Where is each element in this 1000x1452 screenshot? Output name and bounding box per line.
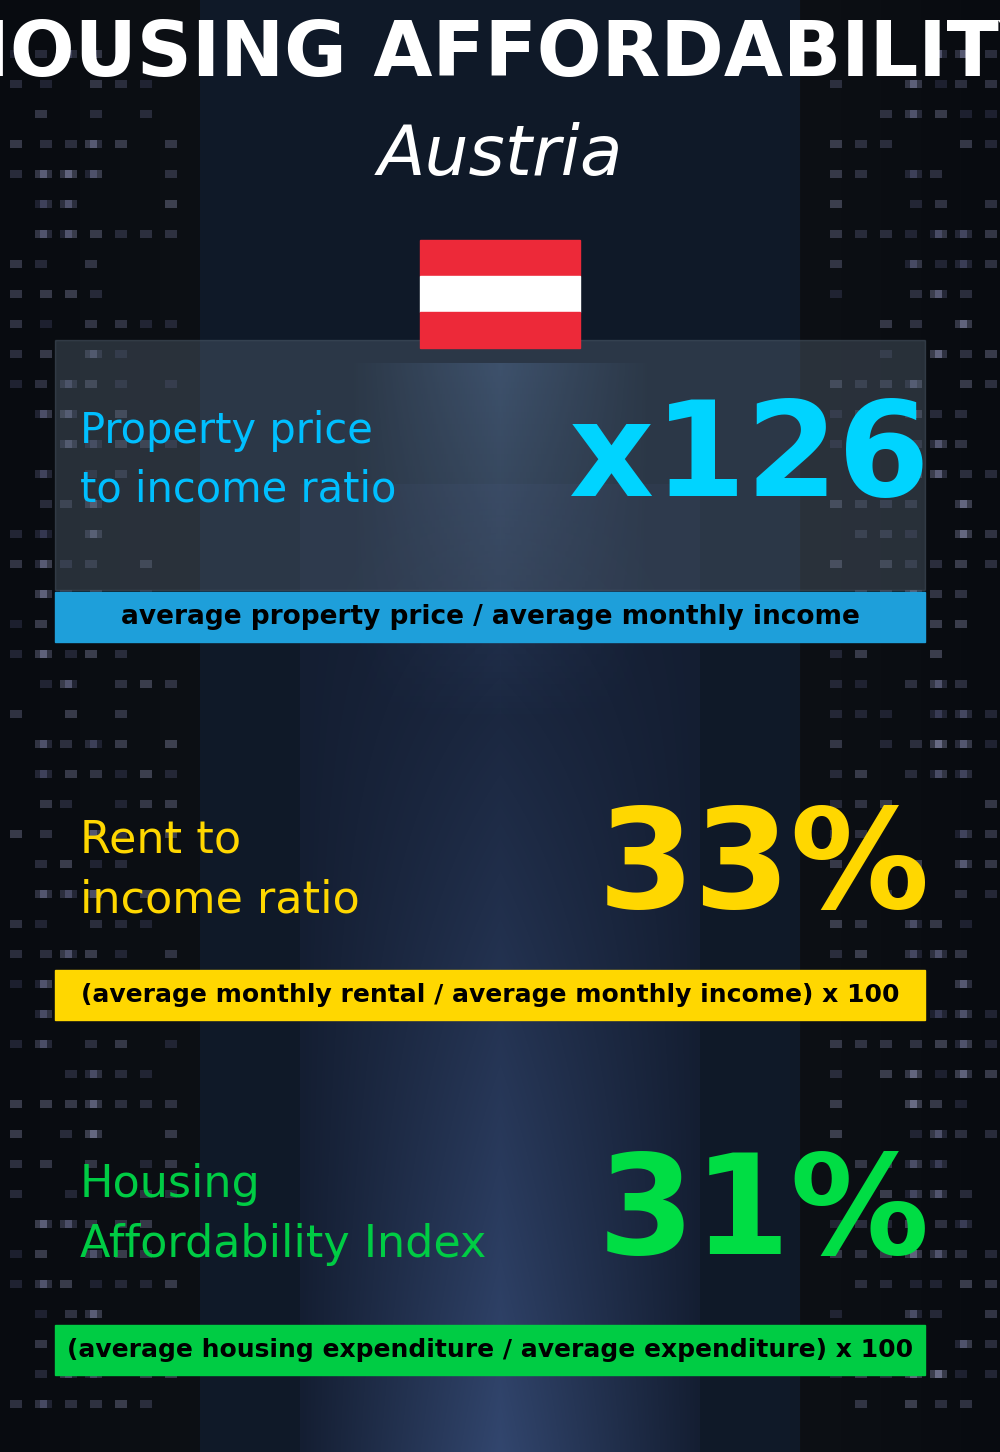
Text: 33%: 33% — [598, 803, 930, 938]
Text: average property price / average monthly income: average property price / average monthly… — [121, 604, 859, 630]
Bar — [420, 312, 580, 348]
Text: Property price
to income ratio: Property price to income ratio — [80, 409, 396, 510]
Bar — [420, 276, 580, 312]
Text: (average housing expenditure / average expenditure) x 100: (average housing expenditure / average e… — [67, 1337, 913, 1362]
Text: Austria: Austria — [377, 122, 623, 189]
Bar — [55, 970, 925, 1019]
Text: x126: x126 — [569, 396, 930, 524]
Text: 31%: 31% — [598, 1147, 930, 1282]
Text: HOUSING AFFORDABILITY: HOUSING AFFORDABILITY — [0, 17, 1000, 91]
Text: Housing
Affordability Index: Housing Affordability Index — [80, 1163, 486, 1266]
Bar — [55, 340, 925, 590]
Bar — [55, 1326, 925, 1375]
Bar — [420, 240, 580, 276]
Bar — [55, 592, 925, 642]
Text: Rent to
income ratio: Rent to income ratio — [80, 819, 360, 922]
Text: (average monthly rental / average monthly income) x 100: (average monthly rental / average monthl… — [81, 983, 899, 1008]
